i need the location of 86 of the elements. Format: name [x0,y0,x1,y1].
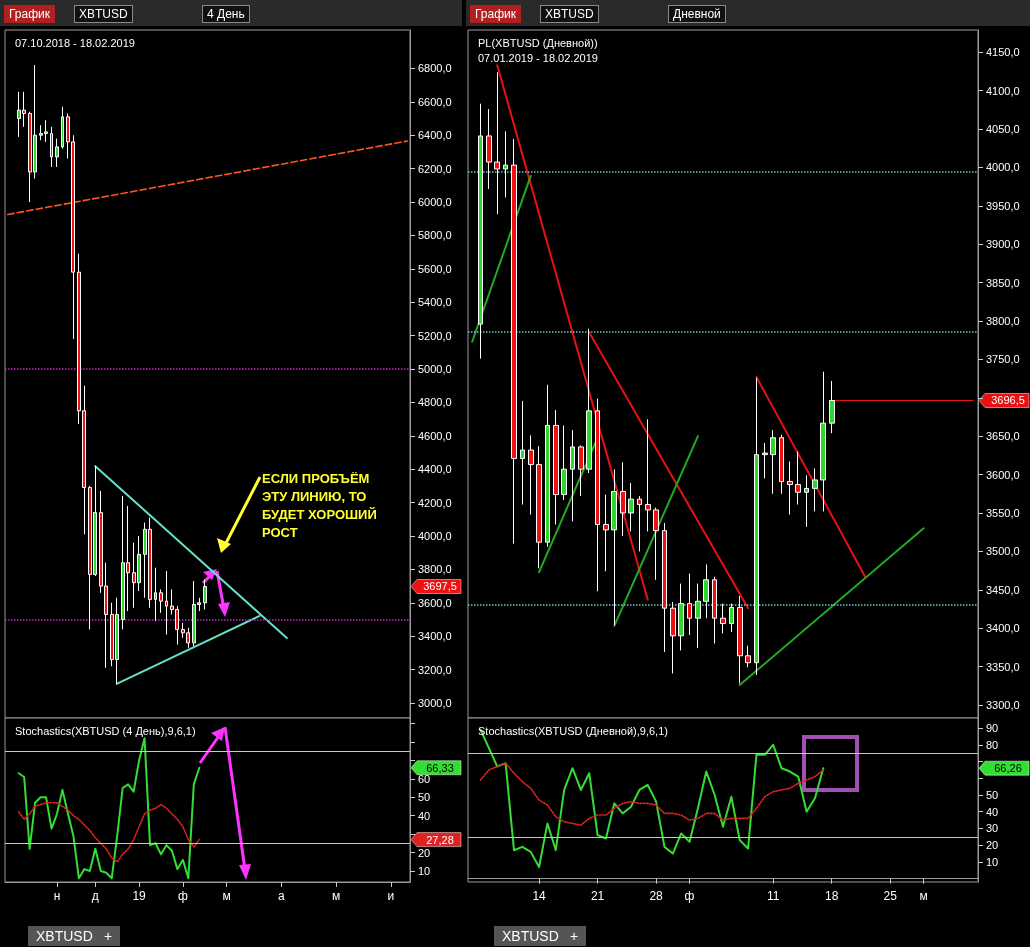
text: XBTUSD [494,926,567,946]
text: + [562,926,587,946]
y-tick-label: 30 [986,822,999,835]
y-tick-label: 3000,0 [418,696,452,709]
text: PL(XBTUSD (Дневной)) [478,36,598,49]
x-tick-label: 28 [649,889,664,903]
text: Stochastics(XBTUSD (4 День),9,6,1) [15,724,196,737]
y-tick-label: 3550,0 [986,506,1020,519]
y-tick-label: 3800,0 [418,563,452,576]
text: + [96,926,121,946]
y-tick-label: 40 [418,809,431,822]
y-tick-label: 4150,0 [986,46,1020,59]
y-tick-label: 6800,0 [418,62,452,75]
text: 66,26 [994,762,1022,775]
x-tick-label: м [222,889,231,903]
y-tick-label: 20 [418,846,431,859]
y-tick-label: 4800,0 [418,396,452,409]
y-tick-label: 10 [418,864,431,877]
x-tick-label: 21 [590,889,605,903]
y-tick-label: 3400,0 [418,630,452,643]
y-tick-label: 60 [418,772,431,785]
text: 3697,5 [423,580,457,593]
y-tick-label: 6400,0 [418,129,452,142]
text: График [4,5,55,23]
y-tick-label: 4400,0 [418,463,452,476]
text: XBTUSD [540,5,599,23]
y-tick-label: 3300,0 [986,698,1020,711]
y-tick-label: 3900,0 [986,238,1020,251]
text: 27,28 [426,833,454,846]
y-tick-label: 5800,0 [418,229,452,242]
x-tick-label: и [387,889,395,903]
y-tick-label: 3200,0 [418,663,452,676]
x-tick-label: н [53,889,61,903]
annotation: ЕСЛИ ПРОБЪЁМ ЭТУ ЛИНИЮ, ТО БУДЕТ ХОРОШИЙ РОСТ [262,470,378,542]
y-tick-label: 20 [986,839,999,852]
y-tick-label: 40 [986,805,999,818]
x-tick-label: м [919,889,928,903]
text: 66,33 [426,761,454,774]
y-tick-label: 10 [986,855,999,868]
y-tick-label: 4600,0 [418,429,452,442]
text: XBTUSD [28,926,101,946]
y-tick-label: 3500,0 [986,545,1020,558]
ref-line-label: 3696,5 [991,394,1025,407]
x-tick-label: м [331,889,341,903]
y-tick-label: 4100,0 [986,84,1020,97]
y-tick-label: 3450,0 [986,583,1020,596]
text: 07.01.2019 - 18.02.2019 [478,51,598,64]
y-tick-label: 3350,0 [986,660,1020,673]
y-tick-label: 6200,0 [418,162,452,175]
x-tick-label: 11 [766,889,780,903]
y-tick-label: 3400,0 [986,622,1020,635]
y-tick-label: 3650,0 [986,430,1020,443]
y-tick-label: 3750,0 [986,353,1020,366]
y-tick-label: 4000,0 [986,161,1020,174]
x-tick-label: 14 [532,889,547,903]
y-tick-label: 3850,0 [986,276,1020,289]
y-tick-label: 5200,0 [418,329,452,342]
y-tick-label: 4000,0 [418,529,452,542]
text: XBTUSD [74,5,133,23]
y-tick-label: 4200,0 [418,496,452,509]
y-tick-label: 50 [418,791,431,804]
y-tick-label: 3600,0 [418,596,452,609]
y-tick-label: 5400,0 [418,296,452,309]
text: 4 День [202,5,250,23]
text: Дневной [668,5,726,23]
x-tick-label: д [91,889,99,903]
y-tick-label: 3600,0 [986,468,1020,481]
x-tick-label: ф [684,889,695,903]
y-tick-label: 3950,0 [986,199,1020,212]
text: Stochastics(XBTUSD (Дневной),9,6,1) [478,724,668,737]
y-tick-label: 80 [986,738,999,751]
x-tick-label: 19 [132,889,147,903]
y-tick-label: 5000,0 [418,362,452,375]
text: График [470,5,521,23]
y-tick-label: 5600,0 [418,262,452,275]
x-tick-label: а [278,889,286,903]
text: 07.10.2018 - 18.02.2019 [15,36,135,49]
y-tick-label: 4050,0 [986,123,1020,136]
x-tick-label: 25 [883,889,898,903]
x-tick-label: 18 [825,889,839,903]
y-tick-label: 6000,0 [418,196,452,208]
y-tick-label: 3800,0 [986,315,1020,328]
y-tick-label: 50 [986,788,999,801]
y-tick-label: 6600,0 [418,95,452,108]
x-tick-label: ф [177,889,188,903]
y-tick-label: 90 [986,722,999,735]
